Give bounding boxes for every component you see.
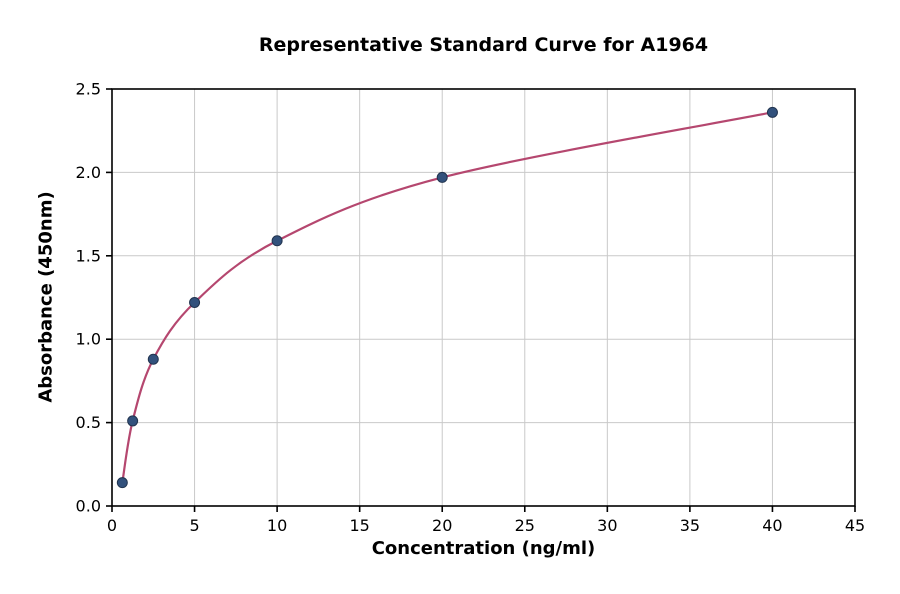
data-point: [189, 297, 201, 308]
x-tick-label: 45: [845, 516, 865, 535]
x-tick-label: 30: [597, 516, 617, 535]
x-ticks: 0 5 10 15 20 25 30 35 40 45: [107, 506, 865, 535]
x-tick-label: 15: [349, 516, 369, 535]
x-tick-label: 10: [267, 516, 287, 535]
grid-lines: [111, 88, 856, 507]
y-tick-label: 2.5: [76, 80, 101, 99]
x-tick-label: 20: [432, 516, 452, 535]
data-point: [116, 477, 128, 489]
data-point: [271, 235, 283, 247]
x-tick-label: 5: [189, 516, 199, 535]
y-tick-label: 1.0: [76, 330, 101, 349]
data-points: [116, 106, 778, 489]
y-tick-label: 0.5: [76, 413, 101, 432]
data-point: [436, 171, 448, 183]
x-tick-label: 0: [107, 516, 117, 535]
x-tick-label: 35: [680, 516, 700, 535]
chart-title: Representative Standard Curve for A1964: [258, 34, 709, 56]
data-point: [766, 106, 778, 118]
x-axis-label: Concentration (ng/ml): [371, 538, 596, 559]
data-point: [147, 353, 159, 365]
y-ticks: 0.0 0.5 1.0 1.5 2.0 2.5: [76, 80, 112, 516]
y-tick-label: 1.5: [76, 246, 101, 265]
plot-border: [111, 88, 856, 507]
x-tick-label: 40: [762, 516, 782, 535]
y-tick-label: 0.0: [76, 497, 101, 516]
fitted-curve: [121, 111, 773, 483]
data-point: [127, 415, 139, 427]
y-tick-label: 2.0: [76, 163, 101, 182]
x-tick-label: 25: [515, 516, 535, 535]
